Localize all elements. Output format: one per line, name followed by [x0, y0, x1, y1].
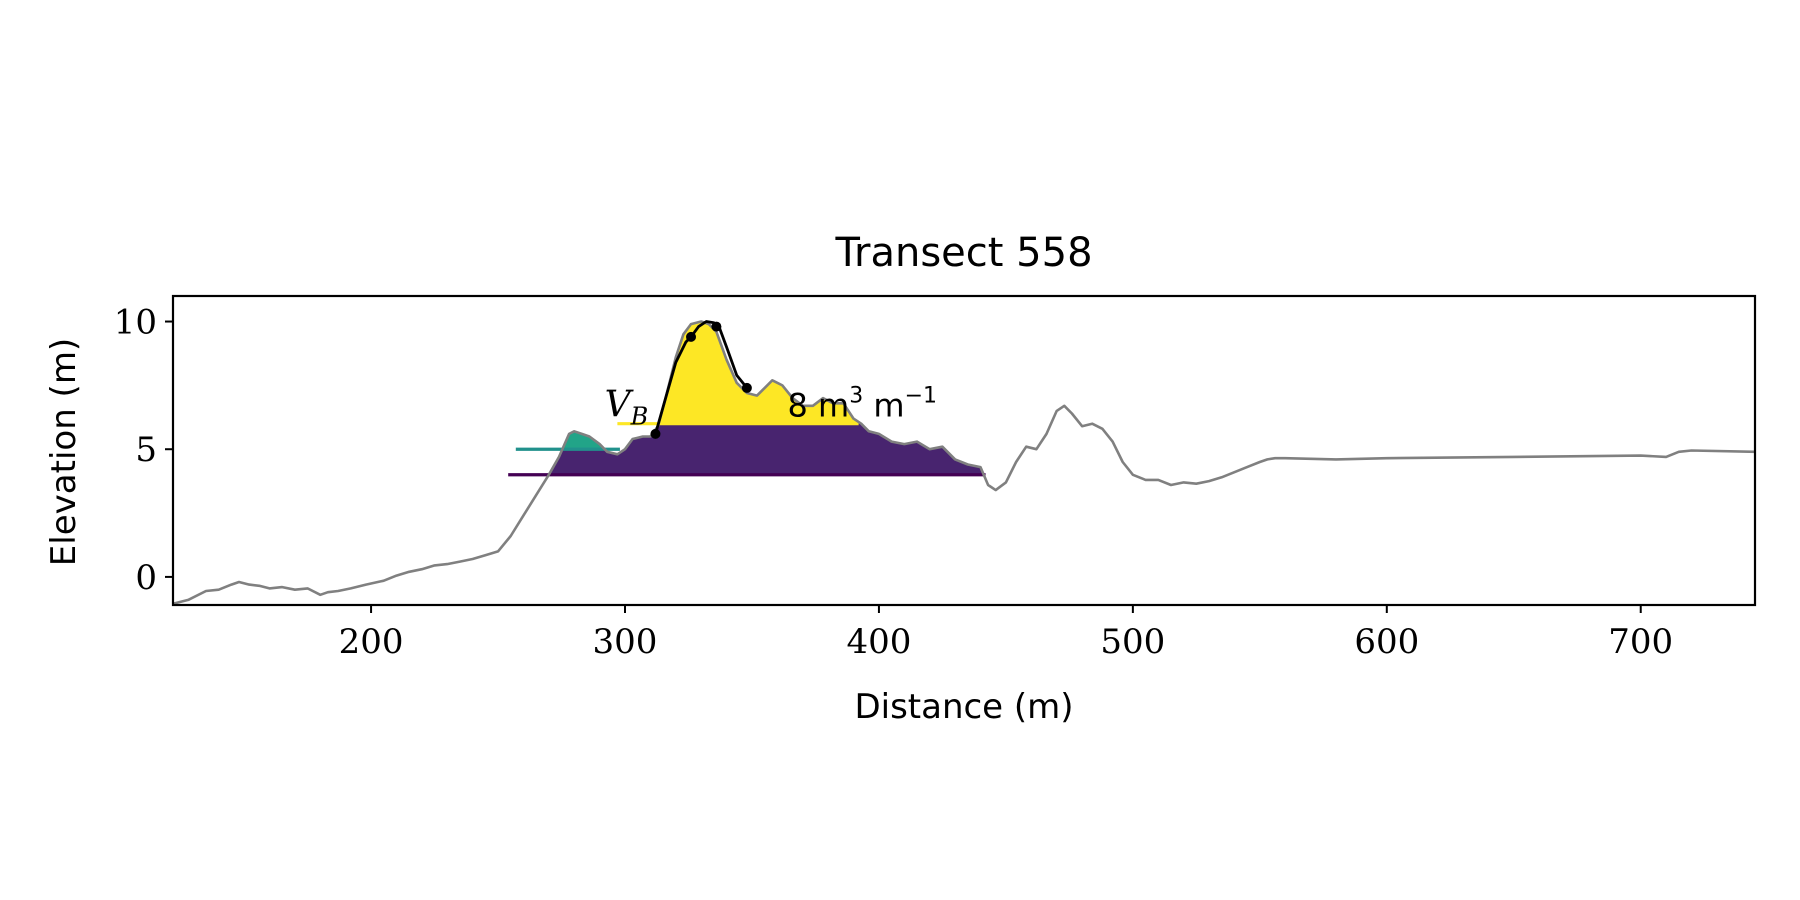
- y-tick-label: 0: [135, 558, 157, 598]
- x-tick-label: 600: [1354, 622, 1419, 662]
- x-axis-label: Distance (m): [854, 687, 1073, 727]
- chart-title: Transect 558: [834, 230, 1092, 276]
- front-marker-2: [711, 321, 722, 332]
- annotations: VB 8 m3 m−1: [605, 384, 937, 431]
- band-fill-1: [562, 431, 604, 450]
- front-marker-1: [686, 331, 697, 342]
- x-tick-label: 500: [1100, 622, 1165, 662]
- annotation-vb: VB: [605, 385, 649, 431]
- x-tick-label: 200: [339, 622, 404, 662]
- dune-front-line: [654, 320, 748, 435]
- x-tick-label: 700: [1608, 622, 1673, 662]
- front-marker-3: [741, 382, 752, 393]
- y-tick-label: 10: [114, 303, 157, 343]
- dune-front-markers: [650, 321, 752, 439]
- x-tick-label: 400: [846, 622, 911, 662]
- band-fill-2: [659, 321, 859, 424]
- elevation-profile-line: [172, 320, 1756, 605]
- y-axis-label: Elevation (m): [44, 338, 84, 566]
- y-axis-ticks: 0 5 10: [114, 303, 173, 598]
- x-axis-ticks: 200 300 400 500 600 700: [339, 605, 1673, 662]
- plot-frame: [171, 294, 1757, 607]
- x-tick-label: 300: [593, 622, 658, 662]
- front-marker-0: [650, 428, 661, 439]
- annotation-volume: 8 m3 m−1: [788, 384, 937, 425]
- y-tick-label: 5: [135, 430, 157, 470]
- plot-area: [173, 296, 1755, 605]
